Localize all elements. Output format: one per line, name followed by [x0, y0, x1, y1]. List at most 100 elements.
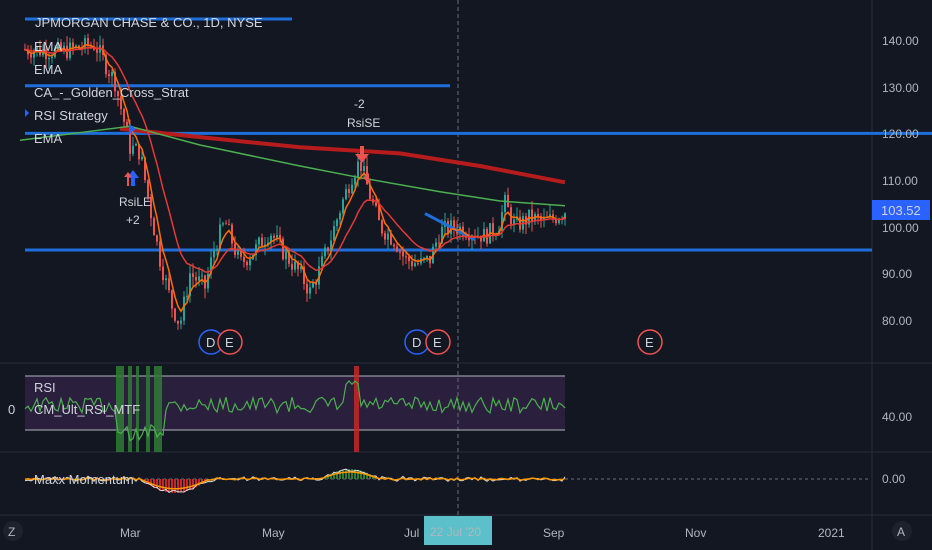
momentum-histogram-bar: [189, 479, 191, 490]
candle-body: [447, 221, 449, 234]
crosshair-date-tag: [424, 516, 492, 545]
candle-body: [306, 283, 308, 294]
momentum-histogram-bar: [363, 471, 365, 479]
candle-body: [438, 242, 440, 244]
sell-arrow-icon: [355, 146, 369, 163]
momentum-histogram-bar: [153, 479, 155, 488]
momentum-histogram-bar: [339, 470, 341, 479]
x-tick-may: May: [262, 526, 285, 540]
candle-body: [396, 246, 398, 252]
candle-body: [321, 256, 323, 267]
annotation-sell-label: -2: [354, 97, 365, 111]
legend-ema-1[interactable]: EMA: [34, 39, 63, 54]
candle-body: [153, 218, 155, 236]
candle-body: [417, 263, 419, 265]
momentum-histogram-bar: [201, 479, 203, 484]
auto-scale-button[interactable]: A: [892, 521, 912, 541]
rsi-oversold-bar: [158, 366, 162, 452]
momentum-histogram-bar: [177, 479, 179, 493]
trend-segment-line: [424, 212, 476, 242]
candle-body: [402, 251, 404, 257]
legend-ema-2[interactable]: EMA: [34, 62, 63, 77]
candle-body: [84, 38, 86, 49]
candle-body: [219, 224, 221, 250]
momentum-histogram-bar: [186, 479, 188, 492]
candle-body: [48, 58, 50, 60]
candle-body: [57, 42, 59, 49]
candle-body: [381, 220, 383, 234]
momentum-histogram-bar: [342, 469, 344, 479]
legend-golden-cross[interactable]: CA_-_Golden_Cross_Strat: [34, 85, 189, 100]
candle-body: [174, 308, 176, 321]
svg-text:D: D: [206, 335, 215, 350]
candle-body: [126, 121, 128, 127]
y-tick-100: 100.00: [882, 221, 919, 235]
momentum-histogram-bar: [348, 469, 350, 479]
rsi-mtf-label[interactable]: CM_Ult_RSI_MTF: [34, 402, 140, 417]
candle-body: [189, 273, 191, 296]
signal-marker-icon: [25, 109, 29, 117]
candle-body: [60, 42, 62, 51]
candle-body: [309, 287, 311, 294]
ema-long-line: [119, 126, 566, 185]
candle-body: [363, 166, 365, 172]
rsi-left-value: 0: [8, 402, 15, 417]
candle-body: [240, 250, 242, 257]
candle-body: [267, 242, 269, 245]
candle-body: [333, 226, 335, 241]
candle-body: [345, 189, 347, 200]
crosshair-date: 22 Jul '20: [430, 525, 481, 539]
candle-body: [270, 235, 272, 243]
candle-body: [201, 275, 203, 277]
x-tick-jul: Jul: [404, 526, 419, 540]
candle-body: [276, 235, 278, 238]
x-tick-mar: Mar: [120, 526, 141, 540]
candle-body: [303, 266, 305, 284]
candle-body: [300, 266, 302, 270]
candle-body: [207, 273, 209, 289]
legend-rsi-strategy[interactable]: RSI Strategy: [34, 108, 108, 123]
rsi-overbought-bar: [354, 366, 359, 452]
candle-body: [399, 251, 401, 253]
momentum-histogram-bar: [354, 469, 356, 479]
y-tick-130: 130.00: [882, 81, 919, 95]
momentum-histogram-bar: [171, 479, 173, 493]
candle-body: [90, 46, 92, 48]
momentum-histogram-bar: [336, 471, 338, 479]
event-badge-earnings[interactable]: E: [217, 329, 243, 355]
rsi-oversold-bar: [146, 366, 150, 452]
candle-body: [486, 228, 488, 244]
rsi-label[interactable]: RSI: [34, 380, 56, 395]
svg-text:E: E: [433, 335, 442, 350]
momentum-histogram-bar: [162, 479, 164, 492]
candle-body: [123, 108, 125, 122]
candle-body: [168, 278, 170, 291]
candle-body: [87, 38, 89, 47]
candle-body: [519, 216, 521, 230]
candle-body: [378, 205, 380, 221]
candle-body: [36, 47, 38, 52]
candle-body: [177, 320, 179, 324]
candle-body: [225, 223, 227, 225]
candle-body: [42, 49, 44, 56]
momentum-histogram-bar: [360, 470, 362, 479]
candle-body: [327, 247, 329, 252]
candle-body: [453, 220, 455, 229]
candle-body: [468, 237, 470, 241]
event-badge-earnings[interactable]: E: [425, 329, 451, 355]
candle-body: [129, 126, 131, 154]
candle-body: [141, 157, 143, 160]
candle-body: [30, 54, 32, 58]
candle-body: [255, 244, 257, 256]
candle-body: [258, 237, 260, 245]
momentum-histogram-bar: [345, 469, 347, 479]
momentum-label[interactable]: Maxx Momentum: [34, 472, 134, 487]
candle-body: [336, 219, 338, 227]
event-badge-earnings[interactable]: E: [637, 329, 663, 355]
legend-ema-3[interactable]: EMA: [34, 131, 63, 146]
zoom-reset-button[interactable]: Z: [3, 521, 23, 541]
y-tick-120: 120.00: [882, 127, 919, 141]
